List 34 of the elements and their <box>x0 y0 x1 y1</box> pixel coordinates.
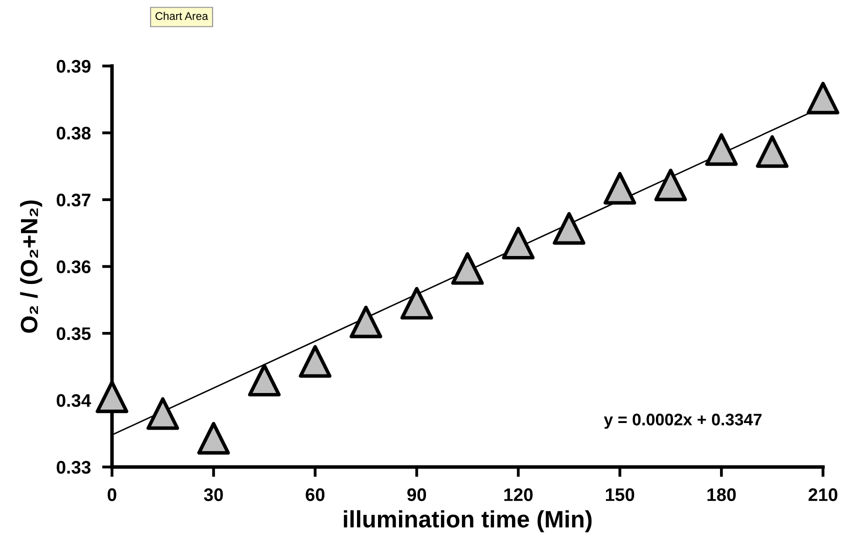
x-tick-label: 210 <box>808 488 838 502</box>
x-tick-label: 180 <box>708 488 736 502</box>
point <box>96 380 128 414</box>
point <box>298 345 332 378</box>
point <box>756 135 789 168</box>
x-tick-label: 0 <box>108 488 116 502</box>
y-tick-label: 0.39 <box>56 60 90 73</box>
y-tick-label: 0.37 <box>56 194 90 206</box>
point <box>654 168 687 202</box>
annotation: y = 0.0002x + 0.3347 <box>604 414 762 429</box>
point <box>604 172 636 205</box>
point <box>806 82 840 114</box>
x-tick-label: 90 <box>407 488 426 502</box>
point <box>451 252 484 285</box>
point <box>350 306 382 338</box>
x-tick-label: 120 <box>504 488 533 502</box>
point <box>552 212 586 245</box>
point <box>400 286 434 320</box>
y-tick-label: 0.38 <box>56 126 91 140</box>
point <box>248 364 281 396</box>
y-tick-label: 0.34 <box>56 394 92 407</box>
x-tick-label: 150 <box>606 488 634 502</box>
point <box>502 226 535 260</box>
x-tick-label: 30 <box>204 488 223 502</box>
y-tick-label: 0.36 <box>56 260 91 274</box>
text: Chart Area <box>156 12 208 20</box>
x-axis-title: illumination time (Min) <box>344 510 592 532</box>
y-axis-title: O₂ / (O₂+N₂) <box>20 200 42 333</box>
point <box>197 422 230 455</box>
x-tick-label: 60 <box>306 488 324 502</box>
point <box>705 133 738 166</box>
y-tick-label: 0.35 <box>56 327 91 340</box>
y-tick-label: 0.33 <box>56 460 91 474</box>
point <box>146 397 180 430</box>
